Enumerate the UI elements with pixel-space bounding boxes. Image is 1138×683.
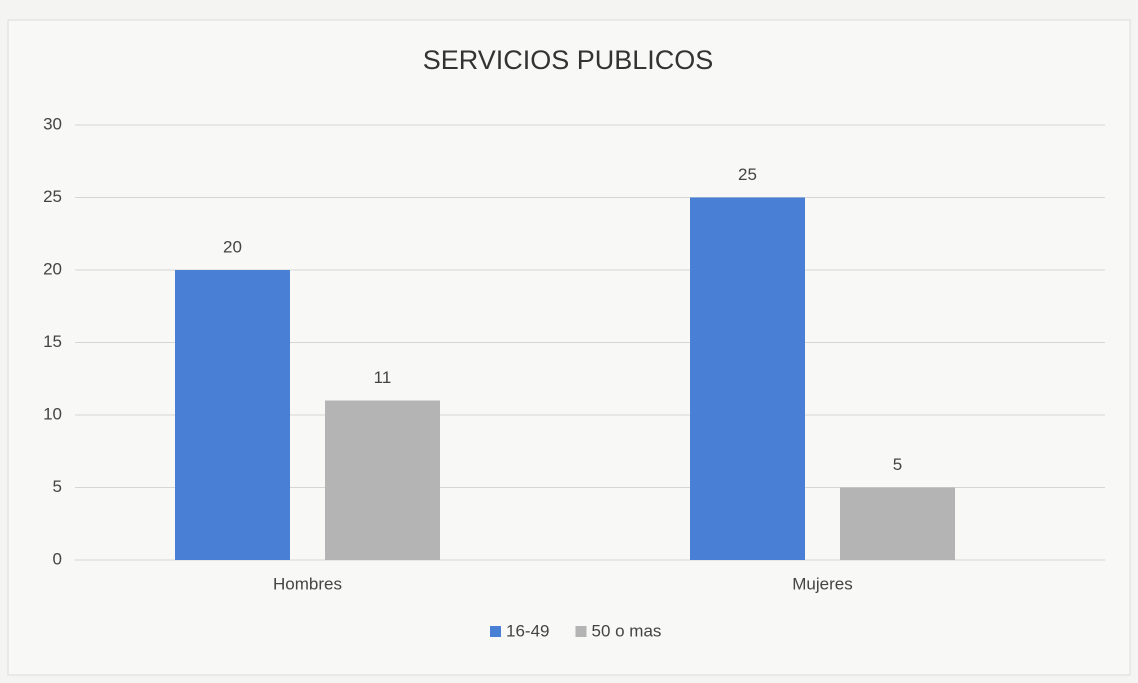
y-tick-label: 0 bbox=[53, 549, 62, 568]
y-tick-label: 25 bbox=[43, 187, 62, 206]
y-tick-label: 15 bbox=[43, 332, 62, 351]
legend-label: 16-49 bbox=[506, 621, 549, 640]
x-tick-label: Hombres bbox=[273, 574, 342, 593]
bar bbox=[175, 270, 290, 560]
legend-swatch bbox=[490, 626, 501, 637]
data-label: 5 bbox=[893, 455, 902, 474]
data-label: 11 bbox=[374, 368, 392, 387]
bar bbox=[325, 400, 440, 560]
y-tick-label: 10 bbox=[43, 404, 62, 423]
data-label: 25 bbox=[738, 165, 757, 184]
data-label: 20 bbox=[223, 237, 242, 256]
bar bbox=[840, 487, 955, 560]
x-tick-label: Mujeres bbox=[792, 574, 852, 593]
y-tick-label: 20 bbox=[43, 259, 62, 278]
y-tick-label: 5 bbox=[53, 477, 62, 496]
y-tick-label: 30 bbox=[43, 114, 62, 133]
chart-title: SERVICIOS PUBLICOS bbox=[423, 45, 714, 75]
legend-label: 50 o mas bbox=[591, 621, 661, 640]
bar bbox=[690, 197, 805, 560]
legend-swatch bbox=[575, 626, 587, 637]
